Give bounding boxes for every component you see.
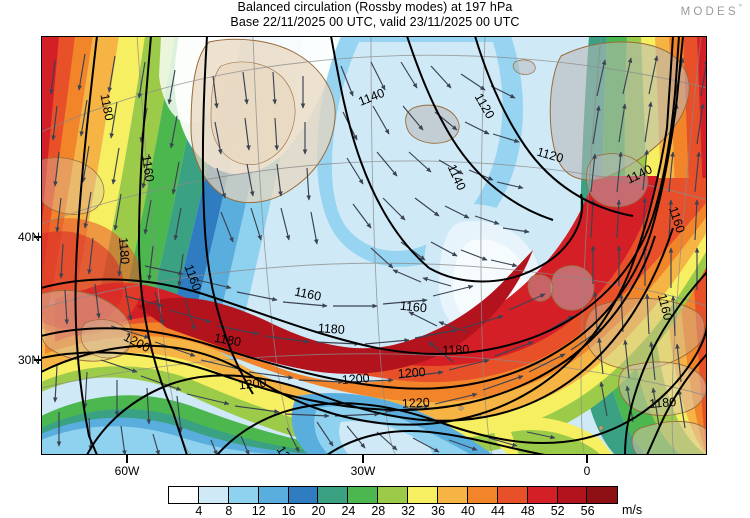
- colorbar-tick-label: 32: [401, 504, 416, 518]
- svg-text:1220: 1220: [402, 395, 431, 410]
- colorbar[interactable]: [168, 486, 619, 504]
- colorbar-swatch: [527, 487, 558, 503]
- colorbar-tick-label: 12: [251, 504, 266, 518]
- colorbar-tick-label: 56: [580, 504, 595, 518]
- colorbar-swatch: [288, 487, 319, 503]
- colorbar-tick-label: 4: [195, 504, 203, 518]
- y-tick-mark-40n: [34, 236, 42, 238]
- colorbar-tick-label: 20: [311, 504, 326, 518]
- svg-text:1180: 1180: [97, 93, 116, 122]
- y-tick-30n: 30N: [17, 353, 40, 367]
- x-tick-mark-0: [586, 455, 588, 463]
- x-tick-0: 0: [583, 464, 591, 478]
- height-contours: [41, 36, 707, 455]
- x-tick-mark-60w: [126, 455, 128, 463]
- svg-text:1160: 1160: [399, 299, 427, 316]
- colorbar-swatch: [228, 487, 259, 503]
- colorbar-swatch: [408, 487, 439, 503]
- colorbar-swatch: [169, 487, 199, 503]
- colorbar-swatch: [378, 487, 409, 503]
- colorbar-swatch: [467, 487, 498, 503]
- svg-text:1180: 1180: [442, 343, 469, 358]
- page-subtitle: Base 22/11/2025 00 UTC, valid 23/11/2025…: [230, 15, 520, 29]
- colorbar-tick-label: 28: [371, 504, 386, 518]
- chart-header: Balanced circulation (Rossby modes) at 1…: [0, 0, 750, 30]
- colorbar-swatch: [438, 487, 468, 503]
- map-canvas[interactable]: 1180 1160 1180 1160 1140 1120 1120 1140 …: [41, 36, 707, 455]
- colorbar-swatch: [587, 487, 618, 503]
- colorbar-tick-label: 48: [520, 504, 535, 518]
- svg-text:1220: 1220: [274, 443, 301, 455]
- svg-text:1180: 1180: [317, 321, 345, 337]
- colorbar-swatch: [348, 487, 379, 503]
- y-tick-mark-30n: [34, 359, 42, 361]
- x-tick-60w: 60W: [114, 464, 140, 478]
- svg-text:1200: 1200: [397, 365, 426, 381]
- colorbar-tick-label: 8: [225, 504, 233, 518]
- x-tick-30w: 30W: [350, 464, 376, 478]
- svg-text:1200: 1200: [341, 371, 370, 387]
- svg-text:1180: 1180: [116, 237, 132, 265]
- colorbar-tick-label: 44: [490, 504, 505, 518]
- colorbar-swatch: [198, 487, 229, 503]
- colorbar-unit-label: m/s: [622, 503, 643, 517]
- colorbar-swatch: [497, 487, 528, 503]
- svg-text:1180: 1180: [213, 331, 242, 349]
- graticule: [41, 36, 707, 455]
- svg-text:1160: 1160: [139, 154, 157, 183]
- colorbar-swatch: [557, 487, 588, 503]
- svg-text:1180: 1180: [649, 395, 677, 411]
- colorbar-tick-label: 40: [461, 504, 475, 518]
- modes-logo-text: MODES: [680, 5, 739, 18]
- colorbar-swatch: [258, 487, 289, 503]
- colorbar-tick-label: 24: [341, 504, 356, 518]
- colorbar-tick-label: 52: [550, 504, 565, 518]
- modes-logo: MODES°: [681, 3, 742, 18]
- page-title: Balanced circulation (Rossby modes) at 1…: [237, 0, 513, 14]
- svg-text:1200: 1200: [238, 376, 267, 393]
- svg-text:1160: 1160: [655, 292, 675, 322]
- colorbar-ticks: 4 8 12 16 20 24 28 32 36 40 44 48 52 56: [0, 504, 750, 518]
- wind-vectors: [49, 53, 707, 455]
- colorbar-tick-label: 16: [281, 504, 296, 518]
- colorbar-tick-label: 36: [431, 504, 446, 518]
- weather-map[interactable]: 1180 1160 1180 1160 1140 1120 1120 1140 …: [41, 36, 707, 455]
- colorbar-swatch: [318, 487, 349, 503]
- svg-text:1160: 1160: [293, 284, 322, 303]
- y-tick-40n: 40N: [17, 230, 40, 244]
- modes-logo-mark: °: [738, 3, 742, 12]
- x-tick-mark-30w: [362, 455, 364, 463]
